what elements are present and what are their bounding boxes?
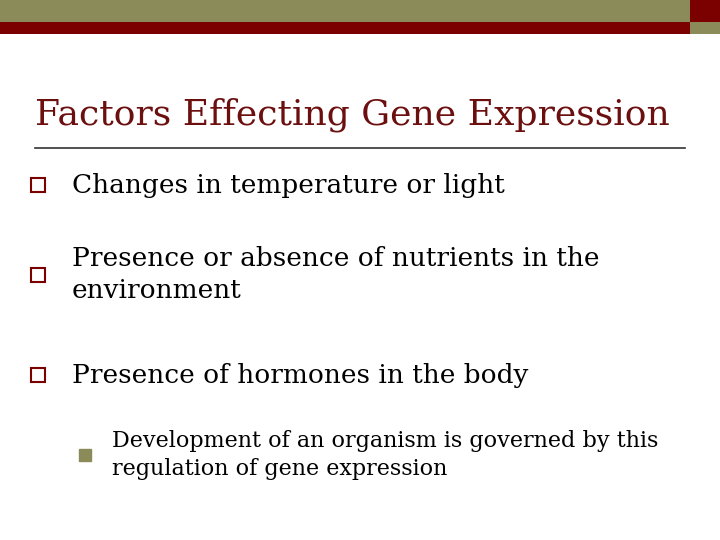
- Text: Presence or absence of nutrients in the
environment: Presence or absence of nutrients in the …: [72, 246, 600, 303]
- Bar: [31, 368, 45, 382]
- Bar: [690, 22, 720, 34]
- Bar: [31, 268, 45, 282]
- Bar: [690, 0, 720, 22]
- Text: Presence of hormones in the body: Presence of hormones in the body: [72, 362, 528, 388]
- Bar: [79, 449, 91, 461]
- Bar: [0, 22, 690, 34]
- Bar: [31, 178, 45, 192]
- Bar: [0, 0, 690, 22]
- Text: Development of an organism is governed by this
regulation of gene expression: Development of an organism is governed b…: [112, 430, 658, 480]
- Text: Changes in temperature or light: Changes in temperature or light: [72, 172, 505, 198]
- Text: Factors Effecting Gene Expression: Factors Effecting Gene Expression: [35, 98, 670, 132]
